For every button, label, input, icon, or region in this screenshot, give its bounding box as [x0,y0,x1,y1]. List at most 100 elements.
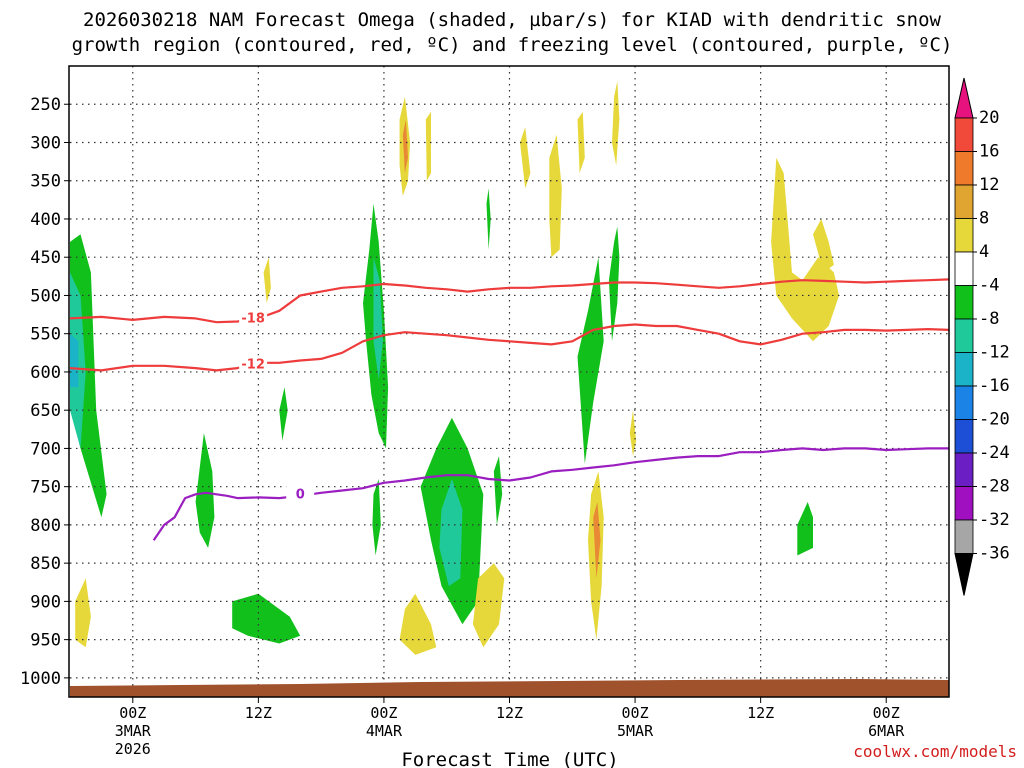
colorbar-label-0: 20 [979,108,999,128]
omega-region-ascent-3mar-18z [279,387,288,441]
x-tick-date-4: 5MAR [617,722,654,740]
y-tick-label-1000: 1000 [20,669,61,689]
x-tick-date-6: 6MAR [868,722,905,740]
colorbar-segment-5 [954,251,974,286]
y-tick-label-650: 650 [30,401,61,421]
colorbar-label-8: -16 [979,376,1010,396]
y-tick-label-800: 800 [30,516,61,536]
plot-background [69,66,949,697]
y-tick-label-900: 900 [30,592,61,612]
omega-region-ascent-4mar-09z [493,456,503,525]
chart-title-line-2: growth region (contoured, red, ºC) and f… [72,34,953,56]
y-tick-label-400: 400 [30,210,61,230]
omega-region-ascent-3mar-12z-a [195,433,215,548]
colorbar-segment-12 [954,486,974,521]
plot-area: -18 -12 0 [68,65,950,698]
y-tick-label-950: 950 [30,631,61,651]
colorbar-segment-1 [954,117,974,152]
omega-region-descent-4mar-18z-core [593,502,601,579]
omega-region-ascent-4mar-19z [577,257,604,464]
colorbar-label-11: -28 [979,477,1010,497]
y-tick-label-600: 600 [30,363,61,383]
omega-region-ascent-5mar-15z [797,502,813,556]
contour-freezing-level [152,447,949,541]
contour-label-bg-isotherm-minus-12 [239,355,268,371]
omega-region-descent-4mar-01z-core [402,119,408,174]
contour-label-isotherm-minus-12: -12 [241,357,265,372]
y-tick-label-700: 700 [30,439,61,459]
x-tick-year-0: 2026 [115,740,151,758]
x-tick-label-6: 00Z [873,704,900,722]
omega-region-descent-4mar-12z [520,127,531,189]
omega-region-ascent-4mar-00z-core [373,257,383,380]
y-tick-label-550: 550 [30,325,61,345]
colorbar-segment-10 [954,419,974,454]
y-tick-label-500: 500 [30,286,61,306]
x-tick-label-4: 00Z [622,704,649,722]
omega-region-descent-3mar-15z [263,257,271,304]
x-tick-date-2: 4MAR [366,722,403,740]
colorbar-segment-2 [954,151,974,186]
colorbar-top-arrow [954,77,974,119]
colorbar-label-12: -32 [979,510,1010,530]
colorbar-segment-6 [954,285,974,320]
contour-label-freezing-level: 0 [296,487,305,502]
colorbar: 20 16 12 8 4 -4 -8 -12 -16 -20 -24 -28 -32 -36 [954,77,1010,596]
colorbar-label-6: -8 [979,309,999,329]
x-tick-date-0: 3MAR [115,722,152,740]
source-credit: coolwx.com/models [853,742,1017,761]
omega-region-descent-5mar-18z [771,157,840,342]
omega-region-ascent-3mar-12z-b [232,593,301,644]
colorbar-label-5: -4 [979,276,999,296]
omega-region-ascent-4mar-20z [608,226,620,342]
colorbar-segment-13 [954,519,974,554]
y-tick-label-450: 450 [30,248,61,268]
terrain-surface [70,679,949,697]
colorbar-label-7: -12 [979,343,1010,363]
omega-region-descent-5mar-05z-upper [612,81,620,166]
omega-region-ascent-4mar-06z-core [439,479,463,587]
omega-region-descent-3mar-00z-low [75,578,91,648]
y-tick-label-850: 850 [30,554,61,574]
omega-region-ascent-4mar-09z-upper [486,188,491,250]
y-tick-label-750: 750 [30,478,61,498]
omega-region-ascent-4mar-00z-low [372,479,381,556]
contour-lines: -18 -12 0 [69,278,950,541]
x-tick-label-0: 00Z [119,704,146,722]
colorbar-segment-9 [954,385,974,420]
colorbar-label-9: -20 [979,410,1010,430]
contour-label-bg-freezing-level [286,485,315,501]
omega-region-descent-4mar-16z [549,134,562,258]
y-tick-label-300: 300 [30,133,61,153]
omega-region-ascent-3mar-00z-core2 [70,333,79,388]
colorbar-label-4: 4 [979,242,989,262]
omega-region-descent-4mar-04z [425,111,431,181]
colorbar-label-10: -24 [979,443,1010,463]
colorbar-label-2: 12 [979,175,999,195]
colorbar-segment-11 [954,452,974,487]
colorbar-bottom-arrow [954,553,974,596]
colorbar-segment-4 [954,218,974,253]
contour-label-bg-isotherm-minus-18 [239,309,268,325]
colorbar-label-3: 8 [979,209,989,229]
y-tick-label-350: 350 [30,172,61,192]
y-tick-label-250: 250 [30,95,61,115]
chart-title-line-1: 2026030218 NAM Forecast Omega (shaded, µ… [83,9,941,31]
omega-region-descent-4mar-03z-low [399,593,437,655]
x-tick-label-5: 12Z [747,704,774,722]
x-tick-label-1: 12Z [245,704,272,722]
omega-region-descent-5mar-18z-b [813,219,834,273]
colorbar-segment-7 [954,318,974,353]
colorbar-label-1: 16 [979,142,999,162]
omega-shading [70,81,840,655]
contour-label-isotherm-minus-18: -18 [241,311,265,326]
x-axis-title: Forecast Time (UTC) [401,749,618,768]
omega-region-descent-4mar-10z-low [472,563,505,648]
colorbar-segment-3 [954,184,974,219]
colorbar-segment-8 [954,352,974,387]
x-tick-label-3: 12Z [496,704,523,722]
y-axis: 250 300 350 400 450 500 550 600 650 700 750 800 850 9… [20,95,70,689]
x-tick-label-2: 00Z [370,704,397,722]
